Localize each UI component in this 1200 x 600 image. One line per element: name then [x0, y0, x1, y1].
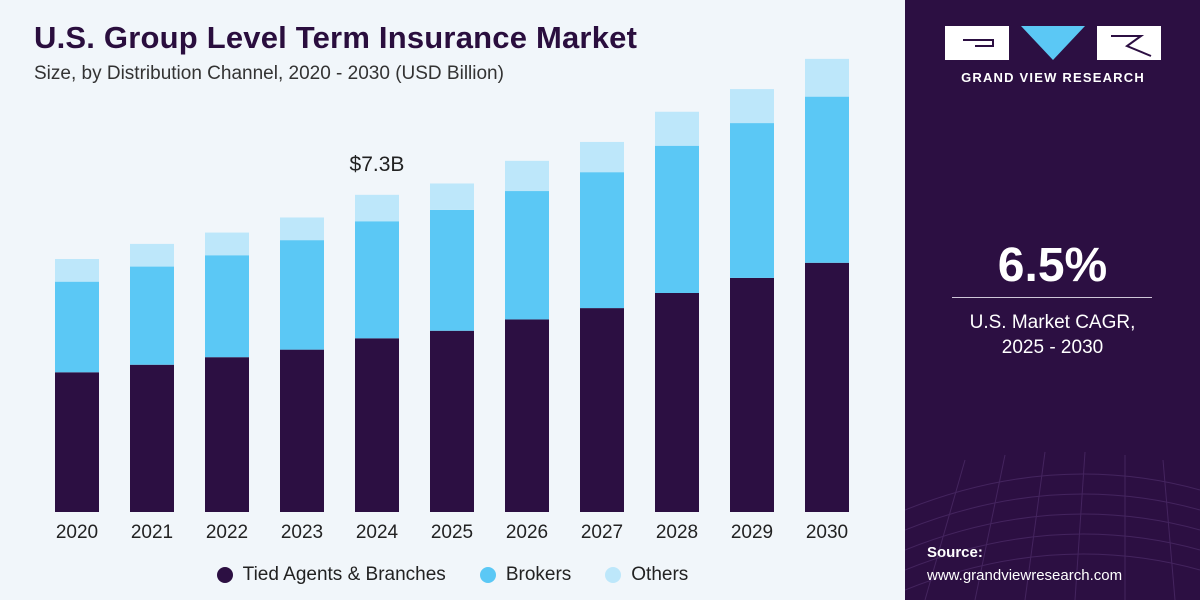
cagr-value: 6.5% [997, 239, 1108, 292]
bar-2030-others [805, 58, 849, 97]
decorative-grid [905, 451, 1200, 600]
bar-2024-brokers [355, 221, 399, 339]
chart-title: U.S. Group Level Term Insurance Market [34, 20, 638, 55]
bar-2022-brokers [205, 255, 249, 358]
x-tick-label-2028: 2028 [656, 522, 698, 543]
x-tick-label-2025: 2025 [431, 522, 473, 543]
bar-2028-tied-agents-branches [655, 292, 699, 512]
x-tick-label-2021: 2021 [131, 522, 173, 543]
stacked-bar-chart: 2020 2021 2022 2023 2024 $7.3B 2025 2026 2027 202… [55, 58, 849, 543]
bar-2029-tied-agents-branches [730, 277, 774, 512]
bar-2022-tied-agents-branches [205, 357, 249, 512]
chart-panel: U.S. Group Level Term Insurance Market S… [0, 0, 905, 600]
x-tick-label-2029: 2029 [731, 522, 773, 543]
x-tick-label-2024: 2024 [356, 522, 399, 543]
bar-2026-brokers [505, 191, 549, 320]
logo-v-mark [1021, 26, 1085, 60]
source-link[interactable]: www.grandviewresearch.com [927, 567, 1123, 584]
bar-2023-tied-agents-branches [280, 349, 324, 512]
bar-2030-tied-agents-branches [805, 262, 849, 512]
bar-2020-brokers [55, 281, 99, 373]
source-label: Source: [927, 544, 983, 561]
bar-2023-others [280, 217, 324, 241]
cagr-label-line2: 2025 - 2030 [1001, 337, 1104, 358]
brand-logo: GRAND VIEW RESEARCH [945, 22, 1161, 85]
bar-2024-tied-agents-branches [355, 338, 399, 512]
bar-2030-brokers [805, 96, 849, 263]
cagr-label-line1: U.S. Market CAGR, [969, 312, 1136, 333]
brand-name: GRAND VIEW RESEARCH [961, 70, 1145, 85]
bar-2020-tied-agents-branches [55, 372, 99, 512]
bar-2027-tied-agents-branches [580, 308, 624, 512]
x-tick-label-2022: 2022 [206, 522, 248, 543]
bar-2028-others [655, 111, 699, 146]
bar-2021-tied-agents-branches [130, 364, 174, 512]
logo-marks [945, 22, 1161, 62]
legend-dot-others [605, 567, 622, 583]
legend-item-others: Others [605, 564, 688, 586]
legend-item-brokers: Brokers [479, 564, 572, 586]
bar-2026-others [505, 160, 549, 192]
bar-2029-brokers [730, 123, 774, 278]
bar-2021-others [130, 243, 174, 267]
bar-2026-tied-agents-branches [505, 319, 549, 512]
bar-2028-brokers [655, 145, 699, 293]
bar-2021-brokers [130, 266, 174, 365]
bar-2024-others [355, 194, 399, 222]
bar-2023-brokers [280, 240, 324, 350]
legend-item-tied: Tied Agents & Branches [216, 564, 446, 586]
x-tick-label-2027: 2027 [581, 522, 623, 543]
bar-2022-others [205, 232, 249, 256]
legend-label-others: Others [631, 564, 689, 585]
chart-subtitle: Size, by Distribution Channel, 2020 - 20… [34, 63, 504, 84]
logo-g-mark [945, 26, 1009, 60]
logo-r-mark [1097, 26, 1161, 60]
bar-2025-others [430, 183, 474, 210]
legend-label-brokers: Brokers [505, 564, 572, 585]
cagr-label: U.S. Market CAGR, 2025 - 2030 [905, 310, 1200, 360]
bar-2027-brokers [580, 172, 624, 309]
annotation-2024: $7.3B [350, 153, 405, 176]
bar-2025-brokers [430, 209, 474, 331]
chart-legend: Tied Agents & Branches Brokers Others [0, 562, 905, 588]
bar-2025-tied-agents-branches [430, 330, 474, 512]
x-tick-label-2030: 2030 [806, 522, 848, 543]
x-tick-label-2020: 2020 [56, 522, 98, 543]
legend-dot-brokers [479, 567, 496, 583]
legend-dot-tied [216, 567, 233, 583]
legend-label-tied: Tied Agents & Branches [242, 564, 446, 585]
bar-2027-others [580, 141, 624, 173]
summary-panel: GRAND VIEW RESEARCH 6.5% U.S. Market CAG… [905, 0, 1200, 600]
bar-2020-others [55, 259, 99, 282]
x-tick-label-2023: 2023 [281, 522, 323, 543]
x-tick-label-2026: 2026 [506, 522, 548, 543]
cagr-divider [952, 297, 1152, 298]
bar-2029-others [730, 89, 774, 124]
